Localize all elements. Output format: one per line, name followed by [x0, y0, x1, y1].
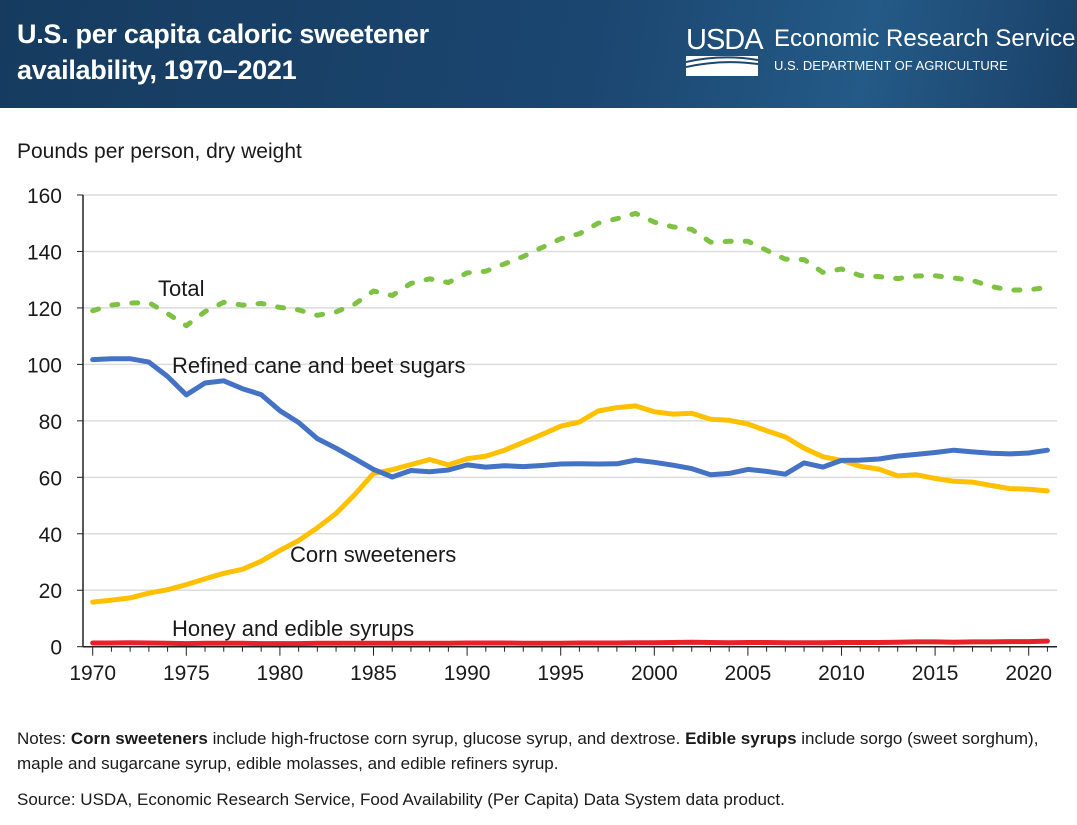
x-tick-label: 2020 — [1005, 662, 1052, 685]
notes-text-1: include high-fructose corn syrup, glucos… — [207, 729, 686, 748]
title-line-1: U.S. per capita caloric sweetener — [17, 19, 429, 49]
notes-text-2: include sorgo (sweet sorghum), maple and… — [17, 729, 1039, 773]
x-tick-label: 2010 — [818, 662, 865, 685]
x-tick-label: 1975 — [163, 662, 210, 685]
y-tick-label: 100 — [27, 354, 62, 377]
agency-name: Economic Research Service — [774, 25, 1076, 52]
department-name: U.S. DEPARTMENT OF AGRICULTURE — [774, 58, 1008, 73]
y-axis-label: Pounds per person, dry weight — [17, 140, 302, 163]
header-banner: U.S. per capita caloric sweetener availa… — [0, 0, 1077, 108]
series-line-corn-sweeteners — [90, 403, 1050, 605]
notes-term-corn: Corn sweeteners — [70, 729, 208, 748]
source-note: Source: USDA, Economic Research Service,… — [17, 790, 785, 809]
x-tick-label: 1980 — [257, 662, 304, 685]
x-tick-label: 2005 — [725, 662, 772, 685]
series-line-honey-and-edible-syrups — [90, 638, 1050, 647]
notes-prefix: Notes: — [17, 729, 71, 748]
x-tick-label: 1985 — [350, 662, 397, 685]
chart-title: U.S. per capita caloric sweetener availa… — [17, 16, 429, 88]
y-tick-label: 80 — [39, 411, 62, 434]
x-tick-label: 1970 — [69, 662, 116, 685]
y-tick-label: 40 — [39, 524, 62, 547]
y-tick-label: 20 — [39, 580, 62, 603]
y-tick-label: 140 — [27, 241, 62, 264]
y-tick-label: 60 — [39, 467, 62, 490]
usda-logo-text: USDA — [686, 24, 764, 56]
usda-logo-swoosh-icon — [686, 56, 758, 76]
series-label: Corn sweeteners — [290, 542, 456, 567]
series-line-total — [90, 210, 1050, 329]
series-label: Total — [158, 276, 204, 301]
notes: Notes: Corn sweeteners include high-fruc… — [17, 726, 1067, 776]
y-tick-label: 120 — [27, 298, 62, 321]
x-tick-label: 1990 — [444, 662, 491, 685]
title-line-2: availability, 1970–2021 — [17, 55, 297, 85]
series-label: Refined cane and beet sugars — [172, 353, 466, 378]
y-tick-label: 160 — [27, 185, 62, 208]
x-tick-label: 2015 — [912, 662, 959, 685]
series-label: Honey and edible syrups — [172, 616, 414, 641]
y-tick-label: 0 — [50, 637, 62, 660]
notes-term-syrups: Edible syrups — [685, 729, 797, 748]
x-tick-label: 1995 — [537, 662, 584, 685]
series-line-refined-cane-and-beet-sugars — [90, 356, 1050, 480]
x-tick-label: 2000 — [631, 662, 678, 685]
